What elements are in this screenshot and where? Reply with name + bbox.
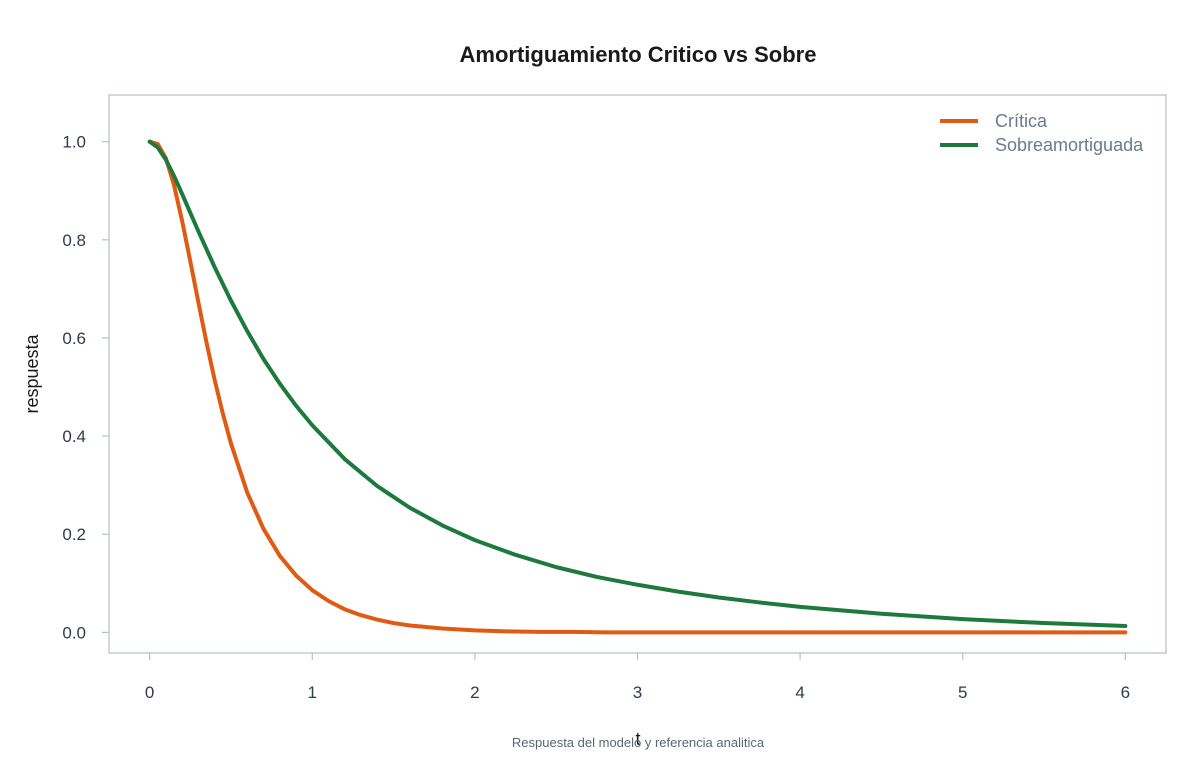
series-line-0 bbox=[147, 139, 1128, 635]
chart-caption: Respuesta del modelo y referencia analit… bbox=[512, 735, 765, 750]
x-tick-label: 5 bbox=[958, 683, 967, 702]
y-tick-label: 1.0 bbox=[62, 133, 86, 152]
x-axis: 0 1 2 3 4 5 6 bbox=[145, 653, 1130, 702]
y-tick-label: 0.2 bbox=[62, 525, 86, 544]
x-axis-label: t bbox=[635, 729, 640, 749]
x-tick-label: 4 bbox=[795, 683, 804, 702]
legend-label-critica: Crítica bbox=[995, 111, 1048, 131]
x-tick-label: 1 bbox=[308, 683, 317, 702]
y-tick-label: 0.4 bbox=[62, 427, 86, 446]
x-tick-label: 6 bbox=[1121, 683, 1130, 702]
legend: Crítica Sobreamortiguada bbox=[940, 111, 1144, 155]
x-tick-label: 3 bbox=[633, 683, 642, 702]
series-layer bbox=[147, 139, 1128, 635]
y-tick-label: 0.8 bbox=[62, 231, 86, 250]
y-axis: 0.0 0.2 0.4 0.6 0.8 1.0 bbox=[62, 133, 109, 642]
y-axis-label: respuesta bbox=[22, 333, 42, 413]
plot-frame bbox=[108, 94, 1167, 654]
chart-title: Amortiguamiento Critico vs Sobre bbox=[460, 42, 817, 67]
x-tick-label: 0 bbox=[145, 683, 154, 702]
y-tick-label: 0.6 bbox=[62, 329, 86, 348]
y-tick-label: 0.0 bbox=[62, 623, 86, 642]
series-line-1 bbox=[147, 139, 1128, 629]
x-tick-label: 2 bbox=[470, 683, 479, 702]
legend-label-sobreamortiguada: Sobreamortiguada bbox=[995, 135, 1144, 155]
